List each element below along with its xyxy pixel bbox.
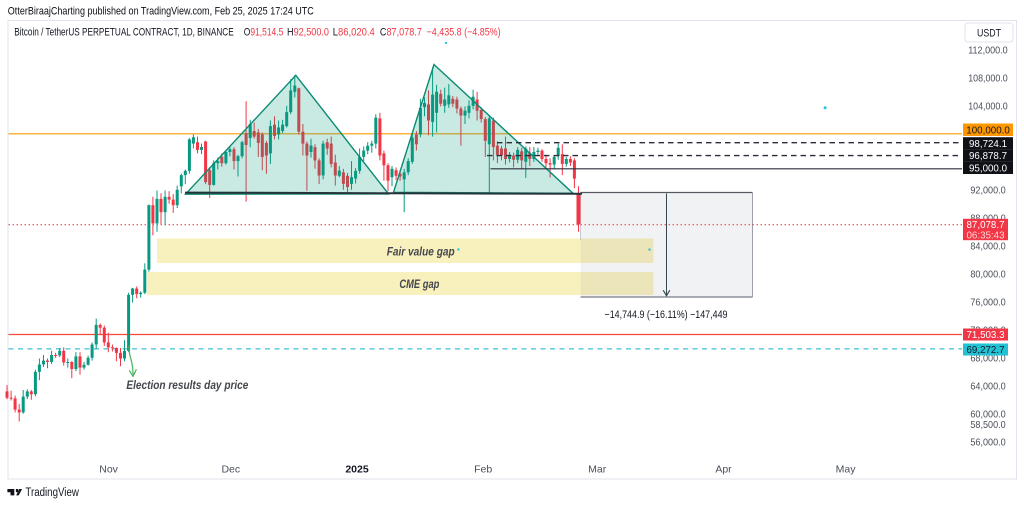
svg-text:Election results day price: Election results day price [126,380,249,392]
svg-text:Nov: Nov [99,464,118,476]
svg-text:−14,744.9 (−16.11%) −147,449: −14,744.9 (−16.11%) −147,449 [605,309,728,321]
svg-text:06:35:43: 06:35:43 [967,229,1005,241]
svg-text:80,000.0: 80,000.0 [970,268,1005,280]
svg-text:L86,020.4: L86,020.4 [333,27,375,39]
svg-text:TradingView: TradingView [25,487,79,499]
svg-text:112,000.0: 112,000.0 [968,44,1008,56]
svg-text:O91,514.5: O91,514.5 [244,27,283,39]
svg-text:−4,435.8 (−4.85%): −4,435.8 (−4.85%) [427,27,501,39]
svg-text:104,000.0: 104,000.0 [968,100,1008,112]
svg-text:2025: 2025 [345,464,369,476]
svg-text:OtterBiraajCharting published: OtterBiraajCharting published on Trading… [8,6,314,18]
svg-text:CME gap: CME gap [399,279,439,291]
svg-text:Apr: Apr [715,464,732,476]
svg-text:Dec: Dec [221,464,240,476]
svg-text:84,000.0: 84,000.0 [970,240,1005,252]
svg-text:Fair value gap: Fair value gap [387,247,455,259]
svg-text:69,272.7: 69,272.7 [967,344,1005,356]
svg-text:Mar: Mar [588,464,607,476]
svg-text:May: May [836,464,857,476]
svg-text:Feb: Feb [474,464,492,476]
svg-text:C87,078.7: C87,078.7 [380,27,422,39]
svg-text:95,000.0: 95,000.0 [969,162,1007,174]
svg-text:USDT: USDT [977,28,1001,40]
svg-text:76,000.0: 76,000.0 [970,296,1005,308]
svg-text:56,000.0: 56,000.0 [970,436,1005,448]
svg-text:64,000.0: 64,000.0 [970,380,1005,392]
svg-text:100,000.0: 100,000.0 [966,124,1010,136]
svg-text:58,500.0: 58,500.0 [970,419,1005,431]
svg-text:87,078.7: 87,078.7 [967,219,1005,231]
svg-text:92,000.0: 92,000.0 [970,184,1005,196]
svg-text:98,724.1: 98,724.1 [969,138,1007,150]
svg-text:H92,500.0: H92,500.0 [287,27,329,39]
svg-text:71,503.3: 71,503.3 [967,329,1005,341]
svg-text:Bitcoin / TetherUS PERPETUAL C: Bitcoin / TetherUS PERPETUAL CONTRACT, 1… [14,27,234,39]
svg-text:96,878.7: 96,878.7 [969,150,1007,162]
svg-text:60,000.0: 60,000.0 [970,408,1005,420]
svg-text:108,000.0: 108,000.0 [968,72,1008,84]
